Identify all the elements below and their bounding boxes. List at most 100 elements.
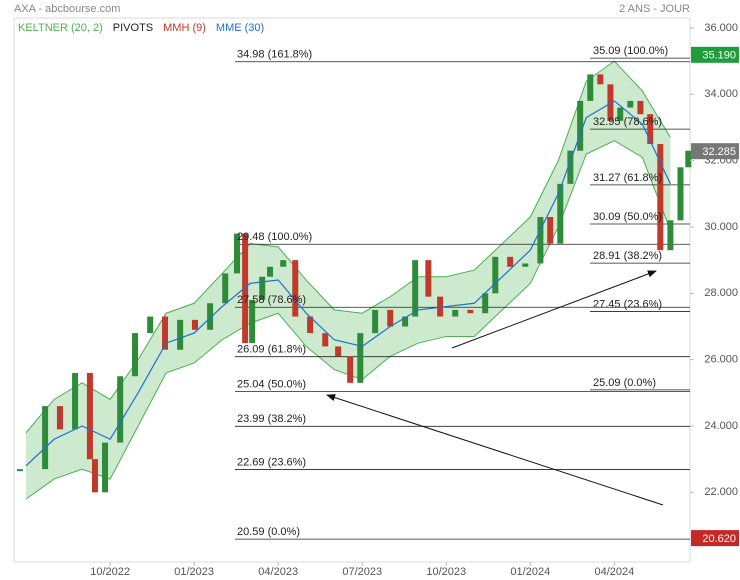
candle (347, 356, 354, 383)
x-tick-label: 01/2024 (510, 566, 550, 578)
candle (207, 303, 214, 330)
candle (91, 459, 98, 493)
pivot-label: 29.48 (100.0%) (237, 231, 312, 243)
legend-entry: MMH (9) (163, 22, 206, 34)
labels-layer: 36.00034.00032.00030.00028.00026.00024.0… (18, 22, 739, 578)
candle (132, 333, 139, 377)
candle (547, 217, 554, 244)
candle (322, 333, 329, 347)
x-tick-label: 07/2023 (342, 566, 382, 578)
candle (482, 293, 489, 314)
candle (467, 309, 474, 314)
price-tag-label: 20.620 (702, 533, 736, 545)
price-tag (691, 46, 739, 63)
period: 2 ANS - JOUR (619, 3, 690, 15)
candle (16, 469, 23, 472)
price-tag (691, 530, 739, 547)
candle (102, 442, 109, 493)
candle (425, 260, 432, 297)
pivot-label: 23.99 (38.2%) (237, 413, 306, 425)
pivot-label: 25.04 (50.0%) (237, 378, 306, 390)
candle (259, 276, 266, 300)
candle (292, 260, 299, 317)
x-tick-label: 01/2023 (174, 566, 214, 578)
candle (452, 309, 459, 317)
candle (249, 299, 256, 344)
candle (372, 309, 379, 334)
candle (492, 256, 499, 294)
candle (437, 296, 444, 317)
pivot-label: 32.95 (78.6%) (593, 116, 662, 128)
legend-entry: PIVOTS (113, 22, 153, 34)
candle (567, 150, 574, 184)
price-tag-label: 32.285 (702, 146, 736, 158)
candle (280, 260, 287, 267)
candle (557, 183, 564, 244)
candle (627, 100, 634, 108)
pivot-label: 31.27 (61.8%) (593, 172, 662, 184)
pivot-label: 20.59 (0.0%) (237, 526, 300, 538)
y-tick-label: 28.000 (704, 287, 738, 299)
x-tick-label: 04/2024 (594, 566, 634, 578)
candle (267, 266, 274, 277)
y-tick-label: 34.000 (704, 88, 738, 100)
price-tag (691, 143, 739, 160)
candle (685, 150, 692, 168)
pivot-label: 22.69 (23.6%) (237, 456, 306, 468)
x-tick-label: 10/2022 (90, 566, 130, 578)
candle (233, 233, 240, 274)
mme-line (25, 100, 671, 467)
site-title: AXA - abcbourse.com (14, 3, 120, 15)
pivot-label: 28.91 (38.2%) (593, 250, 662, 262)
candle (522, 263, 529, 267)
candle (507, 256, 514, 267)
candle (647, 114, 654, 145)
candle (307, 316, 314, 334)
candle (587, 74, 594, 101)
candle (191, 319, 198, 330)
price-tag-label: 35.190 (702, 50, 736, 62)
candle (412, 260, 419, 317)
candle (537, 217, 544, 264)
candle (86, 372, 93, 460)
plot-frame (13, 17, 691, 563)
candle (597, 74, 604, 85)
candle (162, 316, 169, 350)
pivot-label: 27.58 (78.6%) (237, 294, 306, 306)
y-tick-label: 24.000 (704, 420, 738, 432)
candle (577, 100, 584, 151)
candle (242, 233, 249, 344)
candle (402, 316, 409, 327)
legend-entry: KELTNER (20, 2) (18, 22, 103, 34)
arrow (451, 270, 657, 349)
candle (56, 406, 63, 430)
candle (335, 346, 342, 357)
x-tick-label: 10/2023 (426, 566, 466, 578)
candle (117, 376, 124, 443)
marks-layer (16, 74, 692, 493)
pivot-label: 30.09 (50.0%) (593, 211, 662, 223)
arrow (326, 394, 664, 506)
candle (657, 144, 664, 251)
levels-layer (235, 57, 690, 540)
candle (177, 319, 184, 350)
pivot-label: 25.09 (0.0%) (593, 377, 656, 389)
y-tick-label: 26.000 (704, 354, 738, 366)
y-tick-label: 36.000 (704, 22, 738, 34)
candle (667, 220, 674, 251)
candle (387, 309, 394, 327)
pivot-label: 26.09 (61.8%) (237, 344, 306, 356)
y-tick-label: 30.000 (704, 221, 738, 233)
y-tick-label: 22.000 (704, 486, 738, 498)
legend-entry: MME (30) (216, 22, 264, 34)
candle (637, 100, 644, 115)
candle (42, 406, 49, 470)
candle (357, 333, 364, 383)
pivot-label: 34.98 (161.8%) (237, 49, 312, 61)
pivot-label: 35.09 (100.0%) (593, 45, 668, 57)
x-tick-label: 04/2023 (258, 566, 298, 578)
candle (677, 167, 684, 221)
candle (147, 316, 154, 334)
candle (72, 372, 79, 430)
